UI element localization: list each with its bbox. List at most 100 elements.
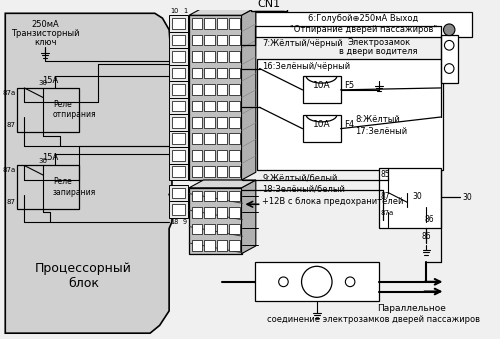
Bar — [192, 101, 202, 111]
Text: 9:Жёлтый/белый: 9:Жёлтый/белый — [262, 173, 338, 182]
Bar — [192, 134, 202, 144]
Bar — [169, 114, 188, 131]
Text: в двери водителя: в двери водителя — [340, 47, 418, 56]
Bar — [229, 51, 239, 62]
Bar — [172, 188, 186, 198]
Text: ключ: ключ — [34, 38, 56, 46]
Text: соединение электрозамков дверей пассажиров: соединение электрозамков дверей пассажир… — [268, 315, 480, 324]
Circle shape — [302, 266, 332, 297]
Bar — [204, 166, 215, 177]
Bar — [217, 207, 227, 218]
Text: 87: 87 — [6, 199, 16, 205]
Bar — [217, 240, 227, 251]
Bar — [172, 117, 186, 128]
Bar — [192, 166, 202, 177]
Bar — [229, 18, 239, 29]
Bar — [229, 35, 239, 45]
Bar — [169, 15, 188, 32]
Bar — [229, 84, 239, 95]
Bar — [172, 35, 186, 45]
Bar — [169, 185, 188, 201]
Text: 30: 30 — [39, 158, 48, 163]
Bar — [217, 191, 227, 201]
Text: 30: 30 — [412, 192, 422, 201]
Bar — [440, 35, 458, 83]
Bar — [192, 240, 202, 251]
Bar — [192, 51, 202, 62]
Bar — [169, 147, 188, 163]
Text: 9: 9 — [183, 219, 187, 225]
Text: 87: 87 — [6, 122, 16, 128]
Bar — [204, 67, 215, 78]
Text: Транзисторный: Транзисторный — [11, 29, 80, 38]
Text: 250мА: 250мА — [32, 20, 59, 29]
Bar — [172, 101, 186, 111]
Bar — [172, 150, 186, 161]
Text: "Отпирание дверей пассажиров": "Отпирание дверей пассажиров" — [290, 25, 437, 34]
Bar — [217, 67, 227, 78]
Text: 18:Зелёный/белый: 18:Зелёный/белый — [262, 185, 345, 194]
Bar — [302, 115, 341, 142]
Bar — [169, 81, 188, 98]
Bar — [172, 204, 186, 215]
Text: 30: 30 — [462, 193, 472, 202]
Bar — [204, 101, 215, 111]
Bar — [16, 165, 78, 209]
Bar — [217, 51, 227, 62]
Text: 1: 1 — [183, 8, 187, 14]
Bar — [217, 224, 227, 234]
Bar — [172, 18, 186, 29]
Text: Параллельное: Параллельное — [378, 304, 446, 313]
Bar — [204, 150, 215, 161]
Text: 87a: 87a — [2, 90, 16, 96]
Text: Реле
отпирания: Реле отпирания — [53, 100, 96, 119]
Text: 86: 86 — [422, 232, 431, 241]
Bar — [204, 207, 215, 218]
Polygon shape — [189, 180, 256, 188]
Bar — [204, 240, 215, 251]
Bar — [217, 84, 227, 95]
Bar — [229, 191, 239, 201]
Bar — [255, 262, 378, 301]
Bar — [192, 150, 202, 161]
Bar — [192, 18, 202, 29]
Circle shape — [444, 64, 454, 74]
Bar — [229, 117, 239, 128]
Text: 15A: 15A — [42, 153, 58, 162]
Text: 30: 30 — [39, 80, 48, 86]
Circle shape — [444, 24, 455, 36]
Bar — [302, 76, 341, 103]
Bar — [257, 59, 442, 170]
Bar — [169, 32, 188, 48]
Bar — [204, 224, 215, 234]
Bar — [204, 84, 215, 95]
Text: 10A: 10A — [312, 81, 330, 91]
Bar — [229, 240, 239, 251]
Text: 15A: 15A — [42, 76, 58, 85]
Bar — [192, 207, 202, 218]
Text: 87: 87 — [380, 192, 390, 201]
Bar — [229, 134, 239, 144]
Bar — [172, 134, 186, 144]
Text: 16:Зелёный/чёрный: 16:Зелёный/чёрный — [262, 62, 350, 71]
Text: CN1: CN1 — [258, 0, 280, 8]
Bar — [192, 117, 202, 128]
Bar — [172, 84, 186, 95]
Polygon shape — [6, 13, 172, 333]
Bar — [217, 18, 227, 29]
Bar — [229, 207, 239, 218]
Bar — [192, 67, 202, 78]
Polygon shape — [242, 180, 256, 254]
Bar — [217, 101, 227, 111]
Text: +12В с блока предохранителей: +12В с блока предохранителей — [262, 198, 404, 206]
Text: 7:Жёлтый/чёрный: 7:Жёлтый/чёрный — [262, 39, 343, 47]
Bar — [16, 88, 78, 132]
Text: F4: F4 — [344, 120, 354, 129]
Bar — [217, 134, 227, 144]
Text: 17:Зелёный: 17:Зелёный — [355, 127, 407, 136]
Bar — [192, 84, 202, 95]
Text: 18: 18 — [170, 219, 178, 225]
Bar — [229, 224, 239, 234]
Circle shape — [444, 40, 454, 50]
Text: 8:Жёлтый: 8:Жёлтый — [355, 115, 400, 124]
